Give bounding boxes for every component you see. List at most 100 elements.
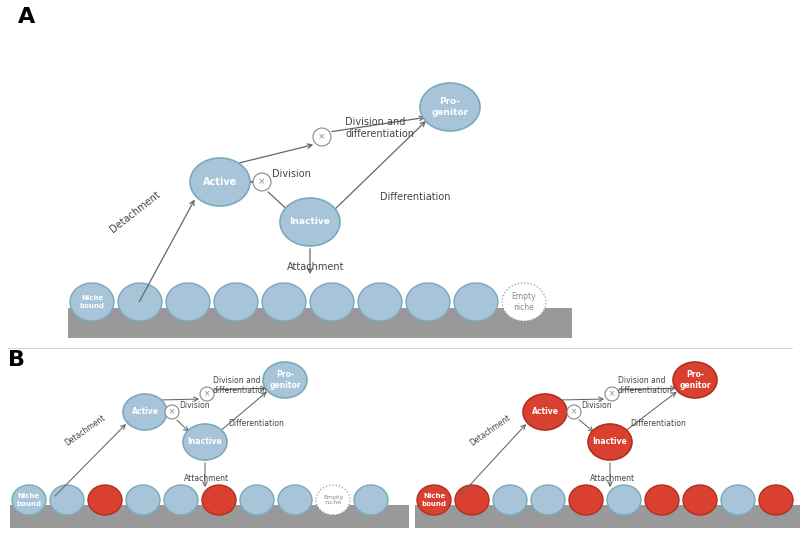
Ellipse shape	[420, 83, 480, 131]
Bar	[598, 505, 612, 528]
Ellipse shape	[202, 485, 236, 515]
Ellipse shape	[164, 485, 198, 515]
Ellipse shape	[493, 485, 527, 515]
Circle shape	[605, 387, 619, 401]
Ellipse shape	[183, 424, 227, 460]
Bar	[193, 505, 207, 528]
Ellipse shape	[721, 485, 755, 515]
Circle shape	[200, 387, 214, 401]
Text: Attachment: Attachment	[287, 262, 345, 272]
Wedge shape	[242, 495, 271, 510]
Bar	[491, 308, 509, 338]
Wedge shape	[218, 298, 254, 316]
Wedge shape	[458, 298, 494, 316]
Ellipse shape	[50, 485, 84, 515]
Wedge shape	[122, 298, 158, 316]
Text: Differentiation: Differentiation	[228, 420, 284, 429]
Wedge shape	[458, 495, 486, 510]
Text: ×: ×	[169, 408, 175, 416]
Bar	[712, 505, 726, 528]
Bar	[10, 508, 409, 528]
Bar	[484, 505, 498, 528]
Wedge shape	[170, 298, 206, 316]
Wedge shape	[610, 495, 638, 510]
Ellipse shape	[607, 485, 641, 515]
Bar	[155, 505, 169, 528]
Ellipse shape	[12, 485, 46, 515]
Ellipse shape	[126, 485, 160, 515]
Wedge shape	[495, 495, 525, 510]
Text: Division and
differentiation: Division and differentiation	[345, 117, 414, 139]
Text: Active: Active	[203, 177, 237, 187]
Ellipse shape	[455, 485, 489, 515]
Wedge shape	[723, 495, 753, 510]
Text: Niche
bound: Niche bound	[17, 494, 42, 507]
Ellipse shape	[118, 283, 162, 321]
Ellipse shape	[310, 283, 354, 321]
Text: Attachment: Attachment	[590, 474, 634, 483]
Wedge shape	[74, 298, 110, 316]
Wedge shape	[205, 495, 234, 510]
Bar	[155, 308, 173, 338]
Wedge shape	[534, 495, 562, 510]
Text: ×: ×	[204, 390, 210, 398]
Ellipse shape	[166, 283, 210, 321]
Text: ×: ×	[318, 132, 326, 141]
Text: Differentiation: Differentiation	[630, 420, 686, 429]
Wedge shape	[53, 495, 82, 510]
Text: Empty
niche: Empty niche	[512, 292, 536, 312]
Text: Active: Active	[531, 408, 558, 416]
Bar	[203, 308, 221, 338]
Ellipse shape	[354, 485, 388, 515]
Ellipse shape	[523, 394, 567, 430]
Wedge shape	[686, 495, 714, 510]
Bar	[383, 505, 409, 528]
Text: Division: Division	[179, 401, 210, 410]
Wedge shape	[90, 495, 119, 510]
Bar	[446, 505, 460, 528]
Bar	[443, 308, 461, 338]
Text: ×: ×	[609, 390, 615, 398]
Ellipse shape	[240, 485, 274, 515]
Wedge shape	[166, 495, 195, 510]
Text: Pro-
genitor: Pro- genitor	[431, 98, 469, 117]
Bar	[539, 308, 572, 338]
Bar	[750, 505, 764, 528]
Text: Division and
differentiation: Division and differentiation	[618, 376, 673, 396]
Bar	[415, 505, 422, 528]
Ellipse shape	[502, 283, 546, 321]
Ellipse shape	[569, 485, 603, 515]
Text: Attachment: Attachment	[185, 474, 230, 483]
Wedge shape	[362, 298, 398, 316]
Wedge shape	[14, 495, 43, 510]
Bar	[415, 508, 800, 528]
Bar	[68, 314, 572, 338]
Ellipse shape	[358, 283, 402, 321]
Text: ×: ×	[258, 177, 266, 186]
Bar	[231, 505, 245, 528]
Text: Inactive: Inactive	[188, 437, 222, 447]
Bar	[10, 505, 17, 528]
Text: Division: Division	[272, 169, 311, 179]
Bar	[107, 308, 125, 338]
Wedge shape	[647, 495, 677, 510]
Ellipse shape	[454, 283, 498, 321]
Wedge shape	[419, 495, 449, 510]
Ellipse shape	[88, 485, 122, 515]
Wedge shape	[129, 495, 158, 510]
Ellipse shape	[190, 158, 250, 206]
Circle shape	[165, 405, 179, 419]
Text: ×: ×	[571, 408, 577, 416]
Text: A: A	[18, 7, 35, 27]
Bar	[788, 505, 800, 528]
Ellipse shape	[123, 394, 167, 430]
Ellipse shape	[417, 485, 451, 515]
Bar	[674, 505, 688, 528]
Text: B: B	[8, 350, 25, 370]
Bar	[251, 308, 269, 338]
Ellipse shape	[673, 362, 717, 398]
Ellipse shape	[316, 485, 350, 515]
Text: Pro-
genitor: Pro- genitor	[269, 370, 301, 390]
Text: Niche
bound: Niche bound	[79, 295, 105, 308]
Text: Detachment: Detachment	[108, 189, 162, 235]
